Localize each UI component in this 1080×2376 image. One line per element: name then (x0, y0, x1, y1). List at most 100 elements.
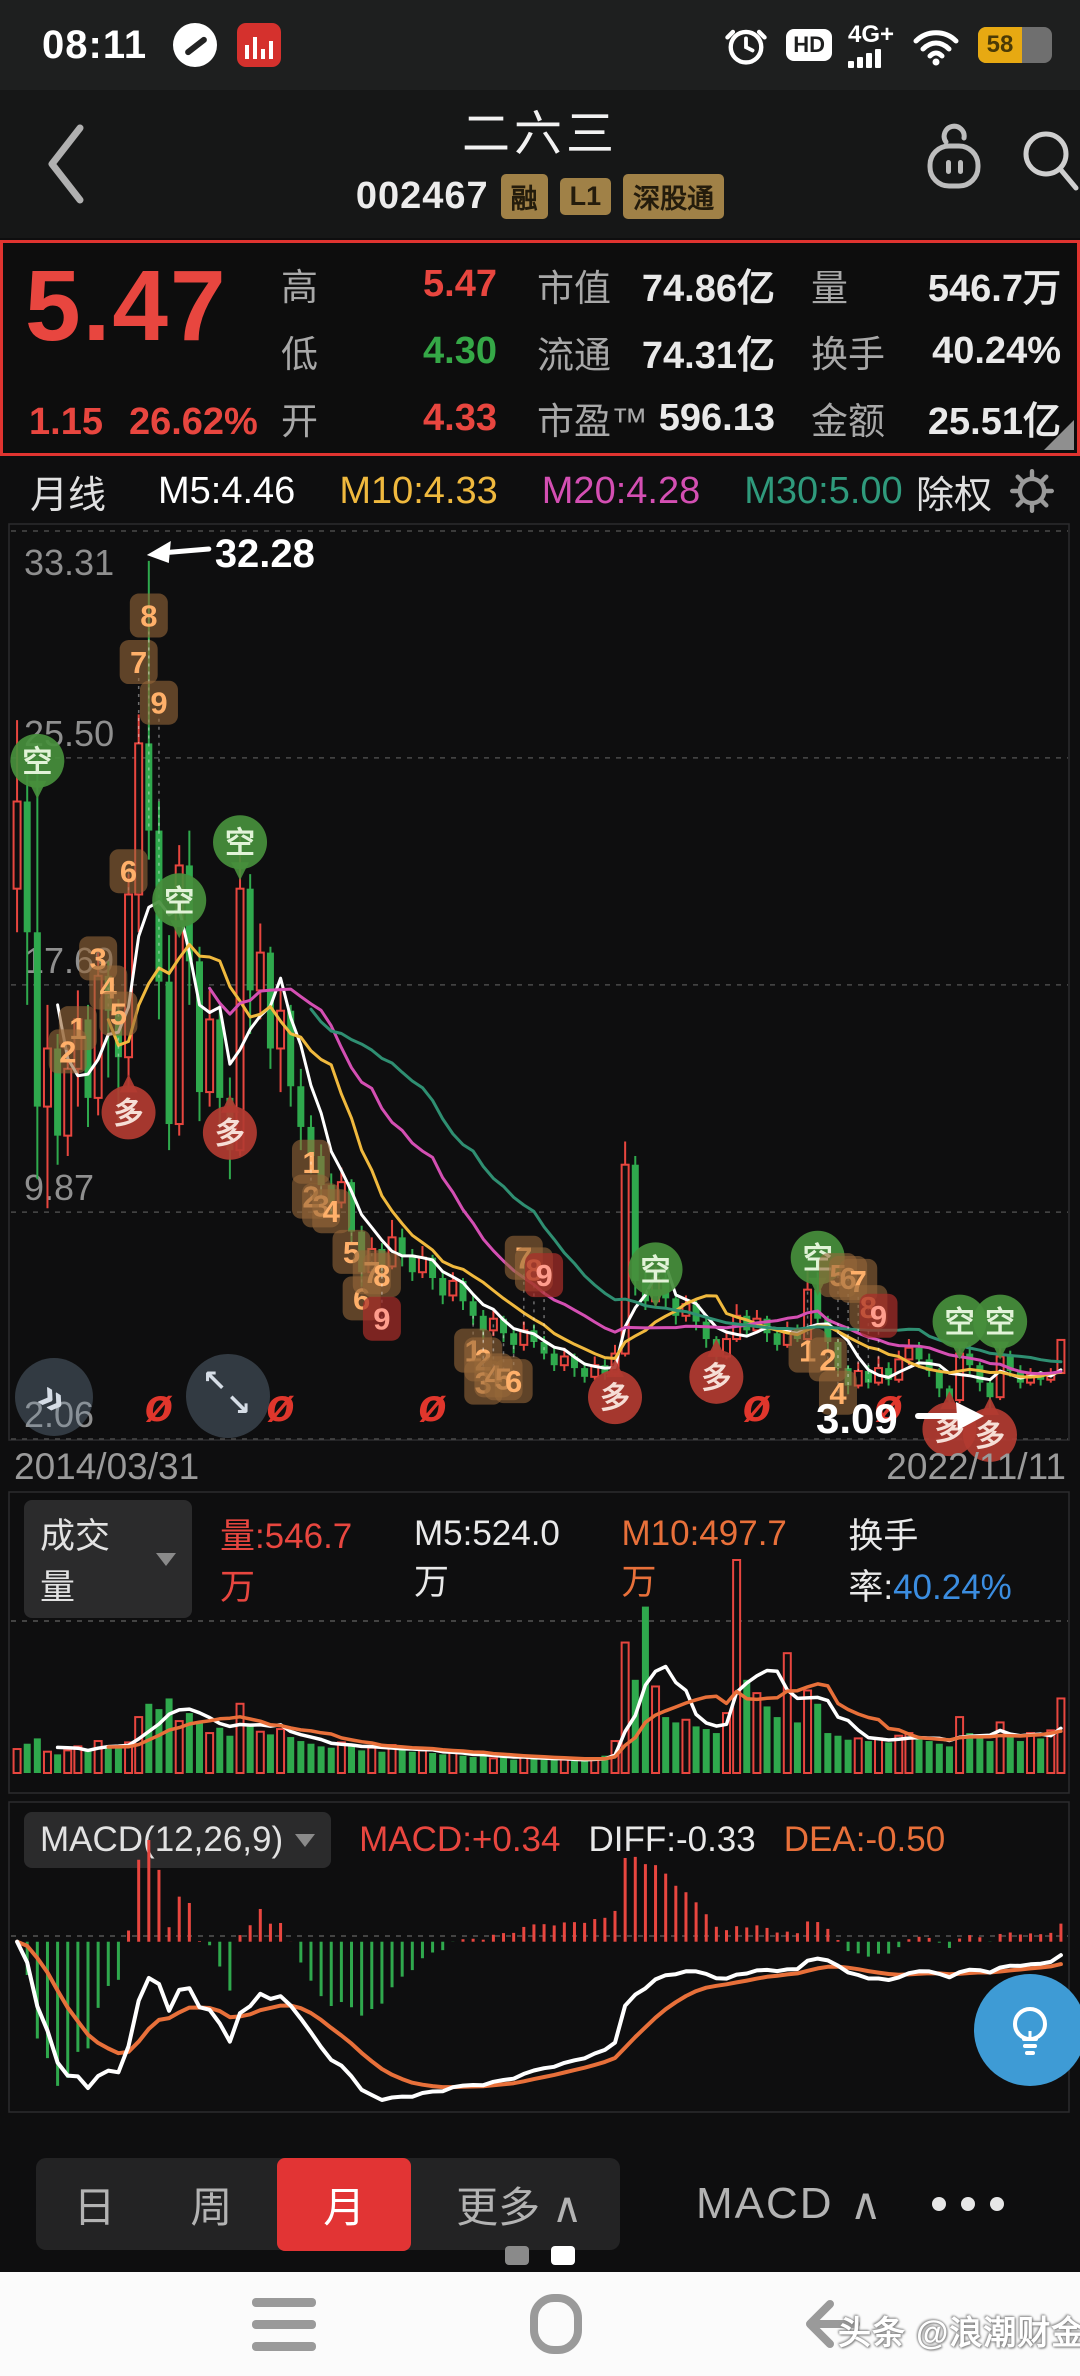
tag-margin: 融 (500, 174, 548, 219)
quote-col-2: 市值 74.86亿 流通 74.31亿 市盈™ 596.13 (537, 257, 775, 445)
diff-value: DIFF:-0.33 (588, 1820, 756, 1859)
stock-code: 002467 (355, 175, 489, 217)
page-indicator (0, 2246, 1080, 2265)
amount-value: 25.51亿 (927, 401, 1061, 443)
svg-text:5: 5 (110, 997, 127, 1032)
vol-ma5: M5:524.0万 (413, 1513, 560, 1602)
svg-text:8: 8 (140, 599, 157, 634)
idea-bulb-fab[interactable] (974, 1974, 1080, 2086)
nav-back-icon[interactable] (796, 2292, 866, 2356)
dropdown-arrow-icon (295, 1833, 316, 1847)
vol-current: 量:546.7万 (219, 1517, 353, 1607)
date-axis: 2014/03/31 2022/11/11 (0, 1446, 1080, 1488)
exright-toggle[interactable]: 除权 (915, 474, 992, 517)
hd-icon: HD (786, 29, 832, 61)
volume-chart[interactable] (0, 1490, 1080, 1797)
svg-text:9: 9 (373, 1302, 390, 1337)
svg-text:3.09: 3.09 (816, 1395, 898, 1442)
status-bar: 08:11 HD 4G+ 58 (0, 0, 1080, 90)
tab-monthly[interactable]: 月 (277, 2157, 412, 2251)
svg-text:ø: ø (743, 1379, 771, 1431)
recent-apps-icon[interactable] (252, 2297, 316, 2351)
svg-text:33.31: 33.31 (24, 542, 114, 583)
volume-header: 成交量 量:546.7万 M5:524.0万 M10:497.7万 换手率:40… (0, 1500, 1080, 1618)
alarm-icon (725, 29, 767, 65)
chart-tab-bar: 日 周 月 更多 ∧ MACD ∧ (0, 2156, 1080, 2252)
clock-time: 08:11 (42, 22, 148, 67)
svg-text:多: 多 (114, 1097, 144, 1130)
svg-text:4: 4 (829, 1376, 847, 1411)
svg-text:空: 空 (225, 827, 255, 860)
svg-text:9: 9 (870, 1299, 887, 1334)
ma10-legend: M10:4.33 (339, 469, 498, 512)
turnover-stat: 换手率:40.24% (848, 1517, 1012, 1607)
open-value: 4.33 (423, 396, 497, 439)
arrow-nw-icon: ↖ (202, 1365, 228, 1398)
macd-indicator-dropdown[interactable]: MACD(12,26,9) (24, 1812, 332, 1868)
svg-text:ø: ø (875, 1379, 903, 1431)
low-value: 4.30 (423, 329, 497, 372)
ma5-legend: M5:4.46 (158, 469, 296, 512)
svg-text:多: 多 (215, 1118, 245, 1151)
svg-text:8: 8 (373, 1258, 390, 1293)
watermark: 头条 @浪潮财金V (838, 2314, 1080, 2351)
search-icon[interactable] (1012, 120, 1080, 204)
page-dot-active (551, 2246, 575, 2265)
svg-text:32.28: 32.28 (215, 532, 315, 576)
volume-indicator-dropdown[interactable]: 成交量 (24, 1500, 192, 1618)
date-start: 2014/03/31 (14, 1446, 200, 1487)
tab-weekly[interactable]: 周 (190, 2183, 233, 2231)
robot-assistant-icon[interactable] (916, 120, 992, 204)
header-title-block: 二六三 002467 融 L1 深股通 (0, 94, 1080, 219)
svg-text:1: 1 (302, 1145, 319, 1180)
signal-4g-icon: 4G+ (847, 22, 894, 68)
svg-text:9: 9 (535, 1258, 552, 1293)
svg-text:空: 空 (985, 1307, 1015, 1340)
vol-ma10: M10:497.7万 (621, 1513, 787, 1602)
expand-corner-handle[interactable] (1044, 420, 1074, 450)
macd-value: MACD:+0.34 (359, 1820, 561, 1859)
svg-text:4: 4 (323, 1194, 341, 1229)
svg-text:7: 7 (130, 645, 147, 680)
pe-value: 596.13 (658, 396, 775, 439)
quote-col-1: 高 5.47 低 4.30 开 4.33 (281, 262, 497, 443)
svg-text:空: 空 (164, 885, 194, 918)
zoom-expand-button[interactable]: ↖ ↘ (186, 1354, 270, 1438)
macd-chart[interactable] (0, 1800, 1080, 2115)
tab-daily[interactable]: 日 (73, 2183, 116, 2231)
price-change: 1.15 26.62% (29, 401, 258, 443)
dea-value: DEA:-0.50 (783, 1820, 946, 1859)
svg-text:6: 6 (120, 854, 137, 889)
quote-col-3: 量 546.7万 换手 40.24% 金额 25.51亿 (811, 257, 1061, 445)
svg-text:空: 空 (641, 1254, 671, 1287)
gear-icon[interactable] (1010, 469, 1054, 513)
svg-text:多: 多 (701, 1362, 731, 1395)
back-icon[interactable] (36, 116, 96, 212)
ma20-legend: M20:4.28 (541, 469, 701, 512)
svg-text:9: 9 (150, 686, 167, 721)
svg-text:多: 多 (975, 1420, 1005, 1453)
more-options-icon[interactable] (931, 2197, 1004, 2211)
ma30-legend: M30:5.00 (744, 469, 903, 512)
svg-text:2: 2 (59, 1034, 76, 1069)
home-icon[interactable] (530, 2294, 582, 2354)
wifi-icon (913, 30, 959, 66)
svg-text:空: 空 (22, 746, 52, 779)
fast-scroll-button[interactable]: » (15, 1358, 93, 1436)
svg-text:2.06: 2.06 (24, 1394, 94, 1435)
page-dot (505, 2246, 529, 2265)
svg-text:多: 多 (600, 1382, 630, 1415)
tab-more[interactable]: 更多 ∧ (456, 2183, 583, 2231)
svg-text:ø: ø (267, 1379, 295, 1431)
svg-text:ø: ø (145, 1379, 173, 1431)
float-value: 74.31亿 (641, 335, 775, 377)
quote-panel[interactable]: 5.47 1.15 26.62% 高 5.47 低 4.30 开 4.33 市值 74.8… (0, 240, 1080, 456)
indicator-switch[interactable]: MACD ∧ (696, 2179, 884, 2229)
volume-value: 546.7万 (927, 268, 1061, 310)
date-end: 2022/11/11 (886, 1446, 1066, 1487)
last-price: 5.47 (25, 250, 228, 362)
marketcap-value: 74.86亿 (641, 268, 775, 310)
svg-text:2: 2 (819, 1342, 836, 1377)
